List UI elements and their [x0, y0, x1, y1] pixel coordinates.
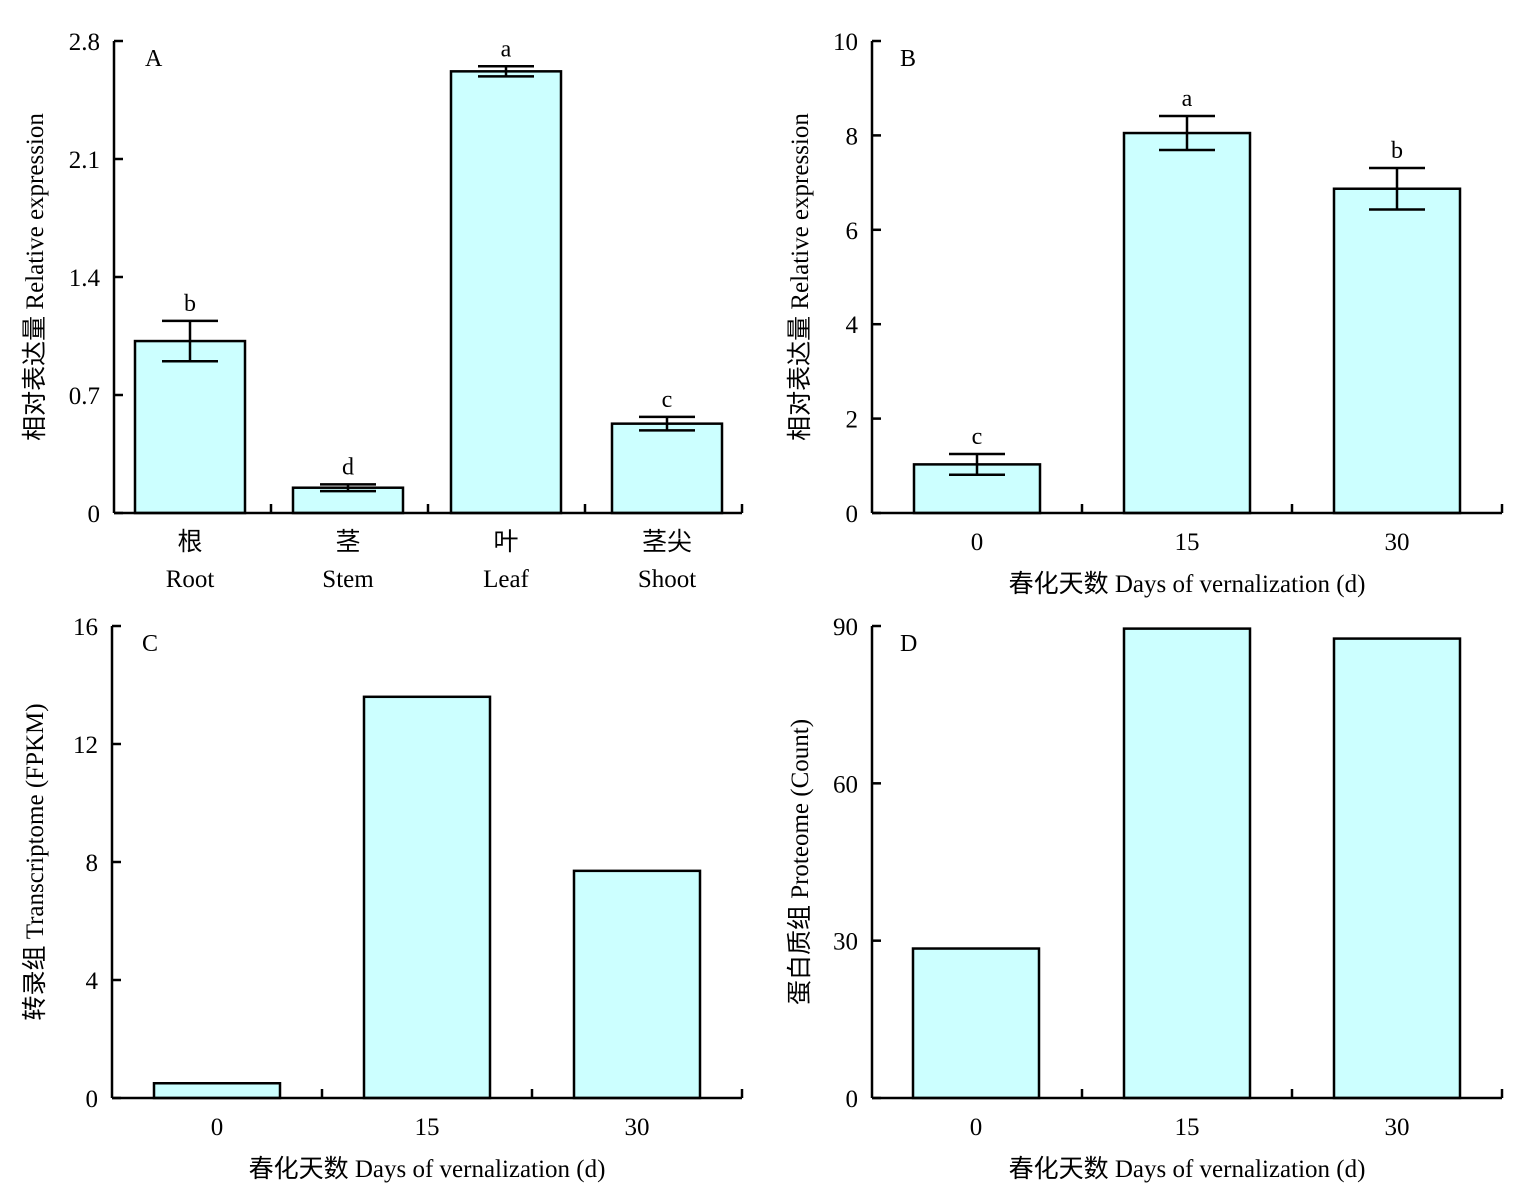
bar: [362, 695, 492, 1100]
panel-label: C: [142, 631, 158, 657]
bar: [572, 869, 702, 1100]
y-tick-label: 8: [86, 850, 99, 877]
y-tick-label: 2: [846, 407, 859, 434]
y-tick-label: 4: [86, 968, 99, 995]
y-tick-label: 8: [846, 123, 859, 150]
bar: [133, 339, 247, 515]
panel-label: B: [900, 46, 916, 72]
x-tick-label: 茎尖: [642, 528, 692, 556]
chart-panel-a: b d a c 0 0.7 1.4 2.1 2.8 根 Root 茎 Stem 叶 Leaf 茎尖 Shoot 相…: [21, 29, 744, 593]
x-tick-label: 15: [415, 1114, 440, 1141]
x-tick-label: 0: [970, 1114, 983, 1141]
x-tick-label: 15: [1175, 1114, 1200, 1141]
y-axis-title: 相对表达量 Relative expression: [21, 113, 49, 441]
bar: [911, 947, 1041, 1100]
x-tick-label: 30: [625, 1114, 650, 1141]
y-tick-label: 12: [73, 732, 98, 759]
y-tick-label: 0: [86, 1086, 99, 1113]
y-tick-label: 0: [88, 501, 101, 528]
bar: [1122, 131, 1252, 515]
y-tick-label: 0: [846, 1086, 859, 1113]
x-axis-title: 春化天数 Days of vernalization (d): [249, 1155, 606, 1183]
panel-label: A: [145, 46, 163, 72]
x-tick-label: 根: [177, 528, 202, 556]
x-tick-label: Root: [166, 566, 215, 593]
x-tick-label: 叶: [493, 529, 518, 556]
bar: [152, 1082, 282, 1100]
x-axis-title: 春化天数 Days of vernalization (d): [1009, 1155, 1366, 1183]
bar: [610, 422, 724, 515]
x-tick-label: 30: [1385, 1114, 1410, 1141]
y-tick-label: 4: [846, 312, 859, 339]
x-axis-title: 春化天数 Days of vernalization (d): [1009, 570, 1366, 598]
y-tick-label: 2.1: [69, 147, 100, 174]
chart-panel-b: c a b 0 2 4 6 8 10 0 15 30 春化天数 Days of vernalizatio…: [786, 29, 1504, 598]
x-tick-label: 30: [1385, 529, 1410, 556]
y-tick-label: 0.7: [69, 383, 100, 410]
x-tick-label: 0: [211, 1114, 224, 1141]
y-tick-label: 60: [833, 771, 858, 798]
significance-label: b: [184, 291, 196, 317]
y-axis-title: 相对表达量 Relative expression: [786, 113, 814, 441]
chart-panel-d: 0 30 60 90 0 15 30 春化天数 Days of vernalization (…: [786, 614, 1504, 1183]
significance-label: c: [972, 424, 983, 450]
significance-label: c: [662, 387, 673, 413]
y-tick-label: 30: [833, 929, 858, 956]
panel-label: D: [900, 631, 917, 657]
chart-panel-c: 0 4 8 12 16 0 15 30 春化天数 Days of vernalization (…: [21, 614, 744, 1183]
y-tick-label: 16: [73, 614, 98, 641]
y-axis-title: 蛋白质组 Proteome (Count): [786, 719, 814, 1005]
x-tick-label: Stem: [322, 566, 374, 593]
y-tick-label: 0: [846, 501, 859, 528]
bar: [449, 70, 563, 515]
x-tick-label: 茎: [335, 528, 360, 556]
y-tick-label: 90: [833, 614, 858, 641]
y-tick-label: 1.4: [69, 265, 101, 292]
bar: [1332, 637, 1462, 1100]
x-tick-label: 0: [971, 529, 984, 556]
y-axis-title: 转录组 Transcriptome (FPKM): [21, 703, 49, 1020]
y-tick-label: 10: [833, 29, 858, 56]
significance-label: a: [1182, 86, 1193, 112]
y-tick-label: 6: [846, 218, 859, 245]
significance-label: d: [342, 454, 354, 480]
x-tick-label: Shoot: [638, 566, 696, 593]
bar: [1122, 627, 1252, 1100]
significance-label: a: [501, 36, 512, 62]
y-tick-label: 2.8: [69, 29, 100, 56]
x-tick-label: 15: [1175, 529, 1200, 556]
x-tick-label: Leaf: [483, 566, 529, 593]
significance-label: b: [1391, 138, 1403, 164]
bar: [1332, 187, 1462, 515]
